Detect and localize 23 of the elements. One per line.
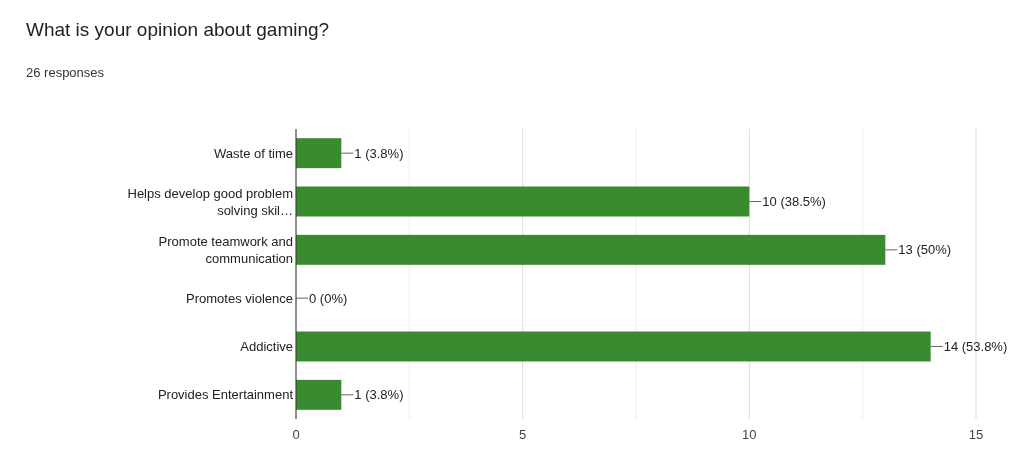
y-tick-label: Addictive <box>240 339 293 355</box>
data-label: 10 (38.5%) <box>762 194 826 210</box>
data-label: 13 (50%) <box>898 242 952 258</box>
data-label: 14 (53.8%) <box>943 339 1008 355</box>
y-tick-label: Waste of time <box>214 145 293 161</box>
bar <box>296 186 750 217</box>
y-tick-label: Helps develop good problem solving skil… <box>127 186 293 219</box>
y-tick-label: Provides Entertainment <box>157 387 294 403</box>
y-tick-label: Promote teamwork and communication <box>158 234 293 267</box>
bar <box>296 331 931 362</box>
bar <box>296 234 886 265</box>
bar <box>296 379 342 410</box>
bar <box>296 138 342 169</box>
data-label: 1 (3.8%) <box>354 387 404 403</box>
y-tick-label: Promotes violence <box>186 290 293 306</box>
data-label: 1 (3.8%) <box>354 145 404 161</box>
chart-title: What is your opinion about gaming? <box>26 19 330 40</box>
x-tick-label: 10 <box>742 427 757 442</box>
x-tick-label: 5 <box>519 427 527 442</box>
text: 26 responses <box>26 65 105 80</box>
x-tick-label: 0 <box>292 427 300 442</box>
x-tick-label: 15 <box>968 427 984 442</box>
data-label: 0 (0%) <box>309 290 348 306</box>
